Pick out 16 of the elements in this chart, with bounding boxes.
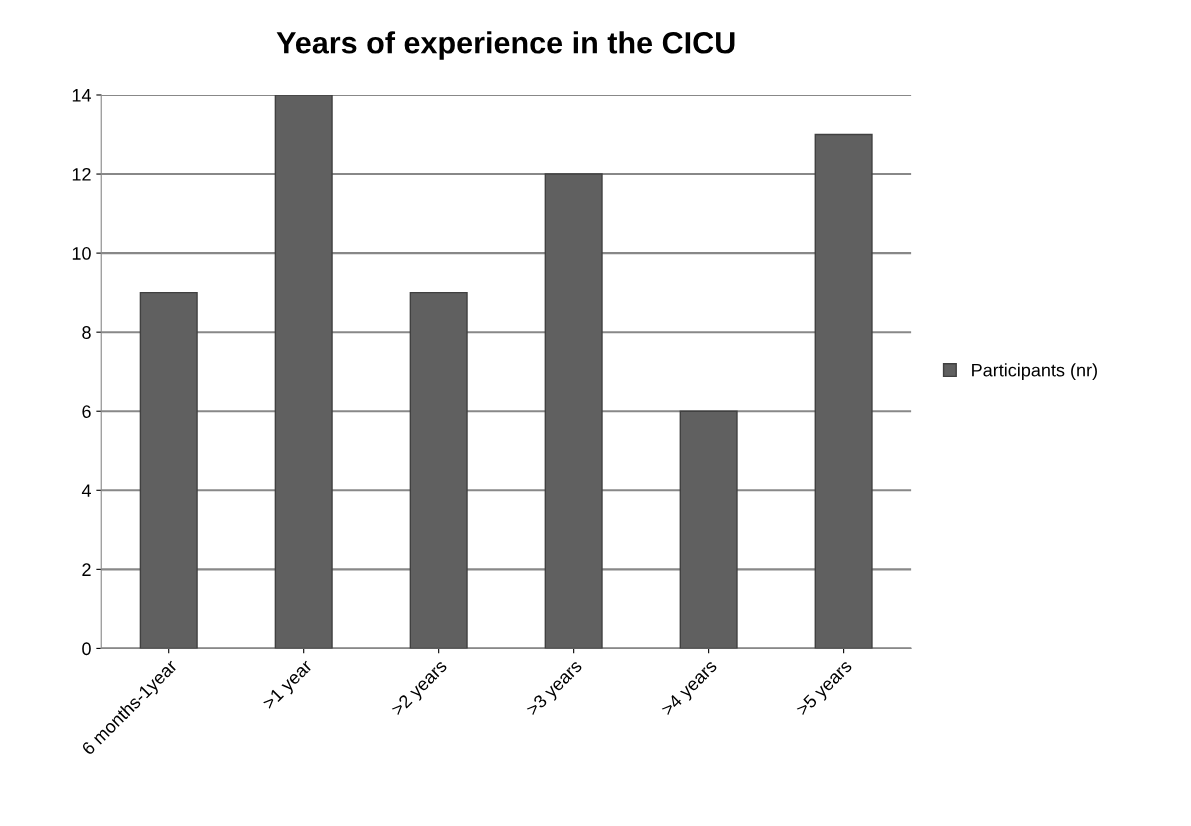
bar (544, 173, 603, 649)
bar (139, 291, 198, 649)
y-tick-label: 10 (72, 247, 91, 260)
y-tick-label: 14 (72, 89, 91, 102)
y-tick-label: 8 (82, 326, 91, 339)
y-tick-label: 6 (82, 405, 91, 418)
y-tick-label: 0 (82, 642, 91, 656)
bar (409, 291, 468, 649)
bar (679, 410, 738, 649)
chart-title: Years of experience in the CICU (276, 31, 735, 60)
bar (274, 94, 333, 649)
bar (814, 133, 873, 649)
y-tick-label: 12 (72, 167, 91, 181)
y-tick-label: 4 (81, 484, 91, 497)
legend-label: Participants (nr) (972, 363, 1097, 381)
y-tick-label: 2 (82, 563, 91, 576)
